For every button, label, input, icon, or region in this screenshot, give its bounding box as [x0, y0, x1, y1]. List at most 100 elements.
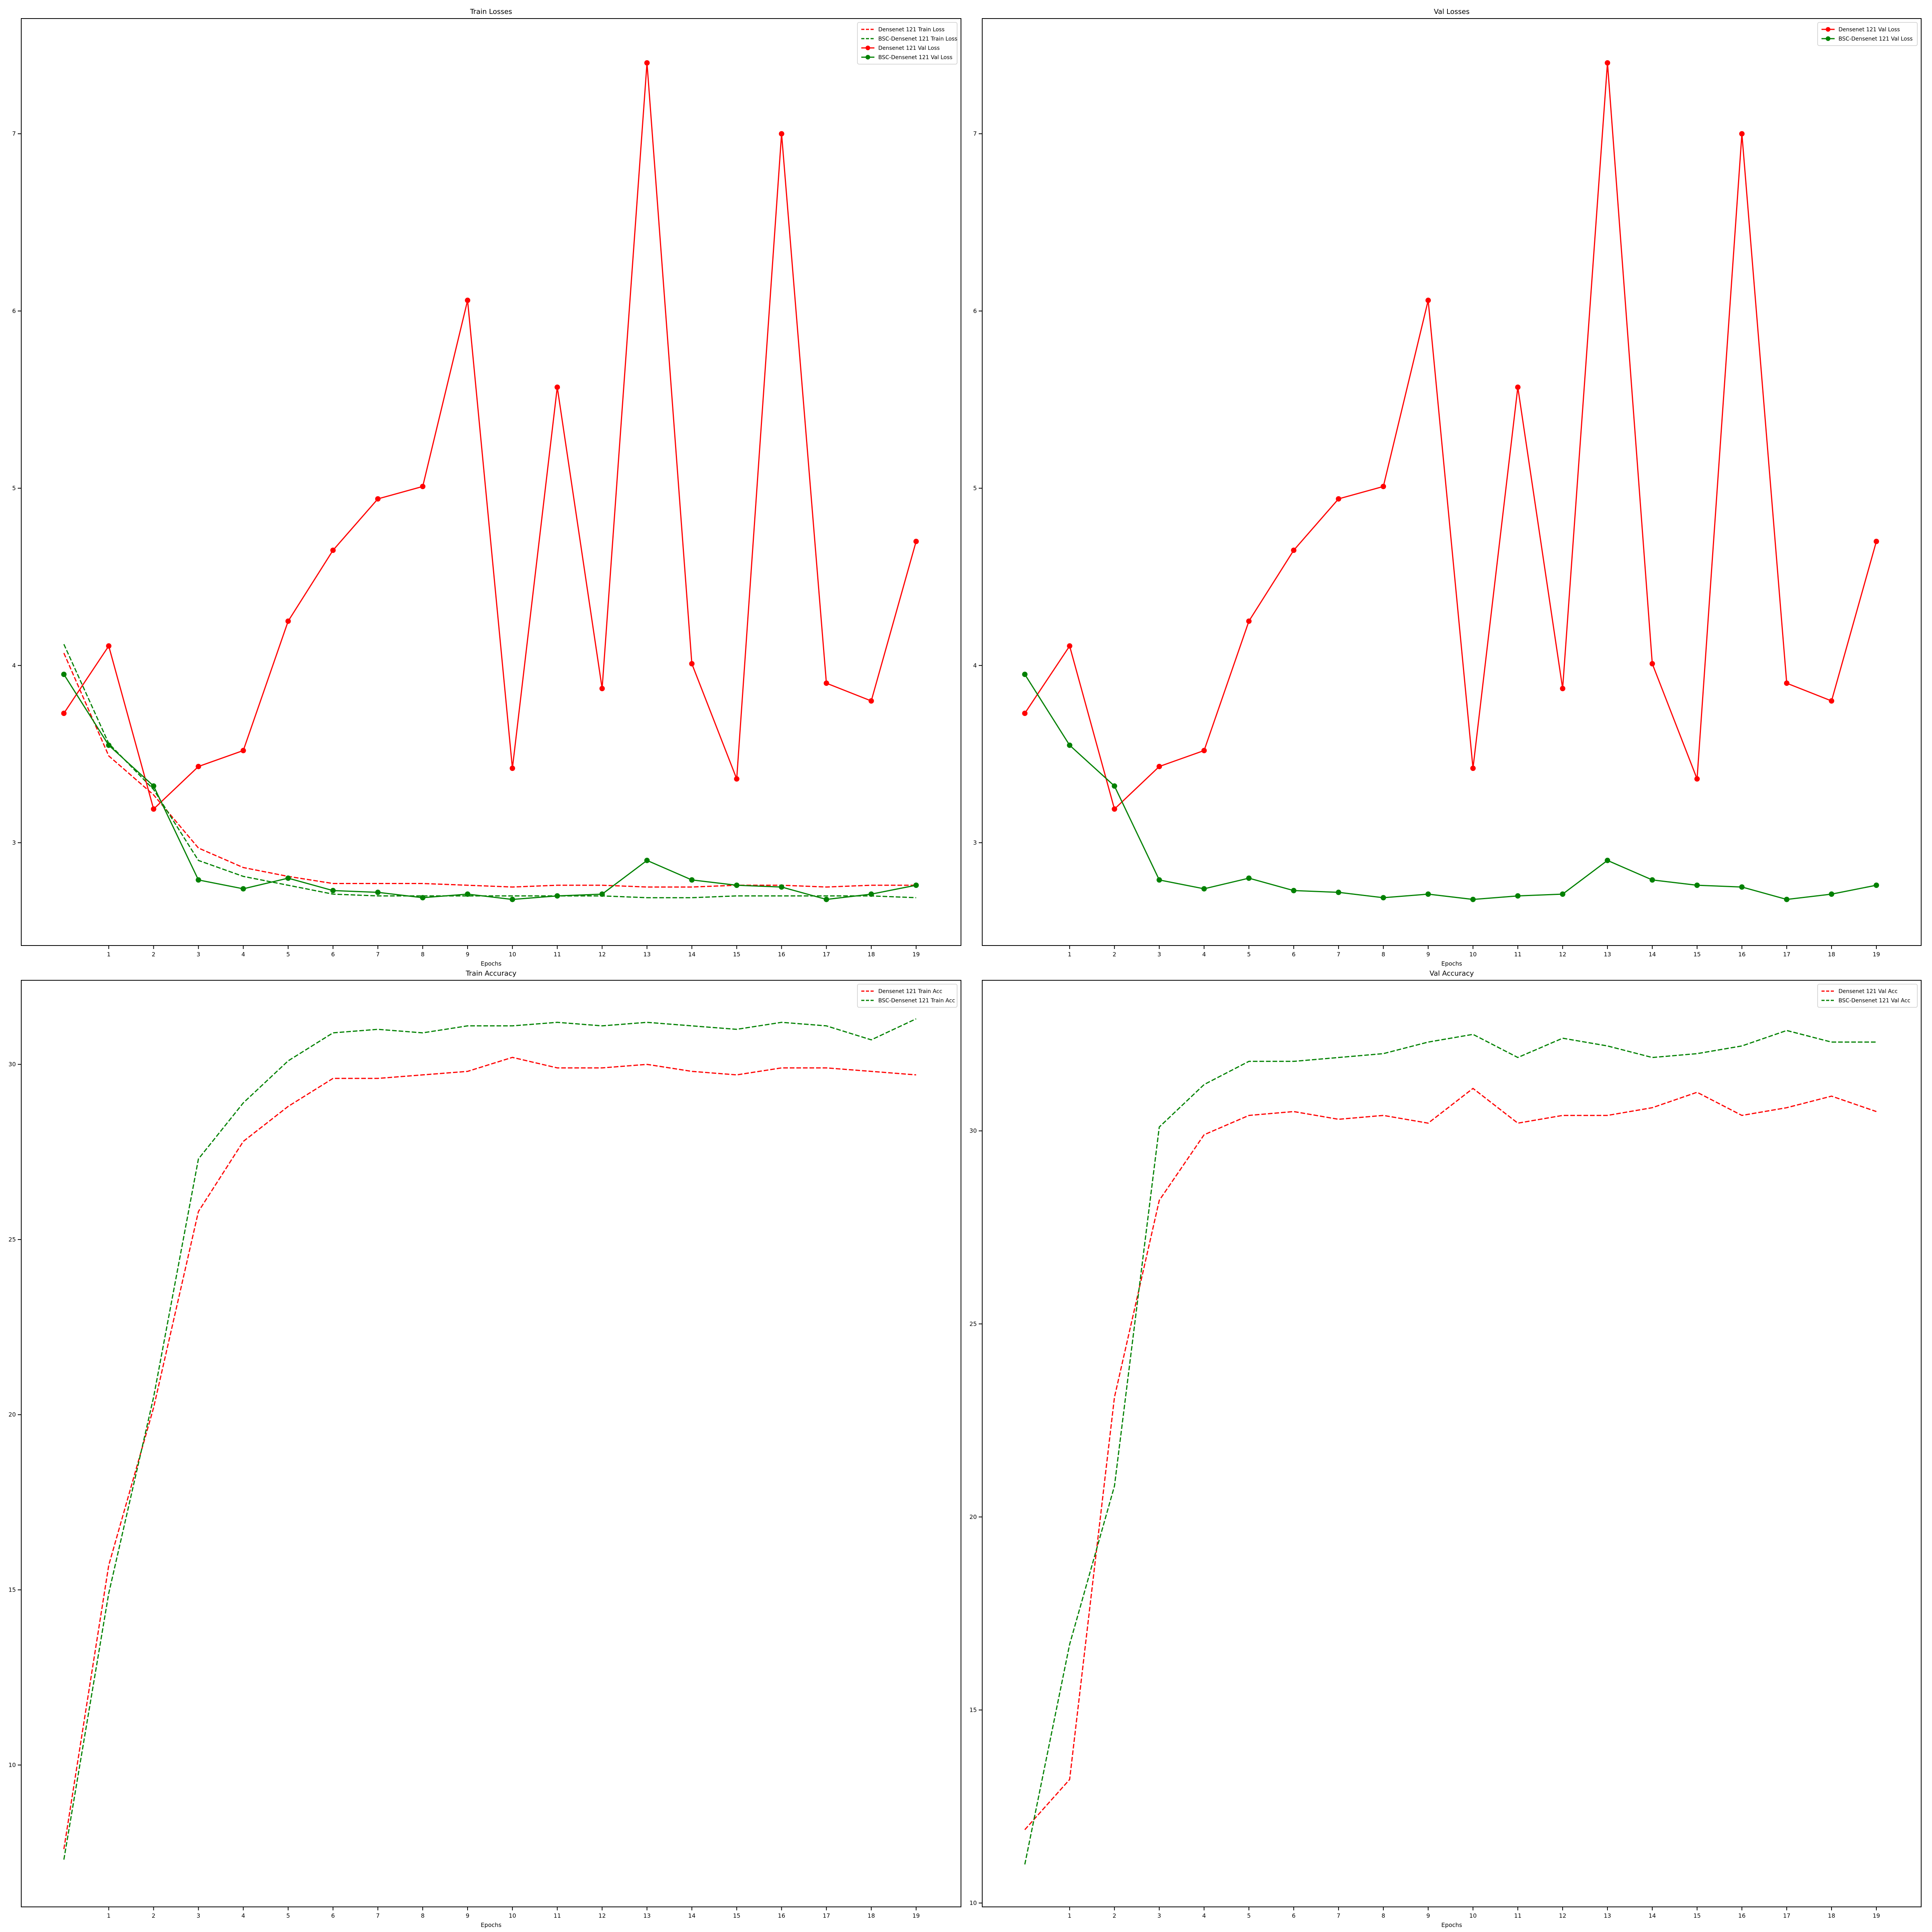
series-2-point [1246, 875, 1252, 881]
legend-label: Densenet 121 Val Loss [878, 45, 940, 51]
y-tick-label: 7 [973, 130, 977, 137]
series-3-point [285, 618, 291, 624]
y-tick-label: 15 [9, 1587, 16, 1594]
series-3-point [510, 765, 515, 771]
x-tick-label: 3 [1157, 1912, 1161, 1919]
x-tick-label: 15 [733, 951, 740, 958]
y-tick-label: 10 [969, 1900, 977, 1906]
x-tick-label: 3 [197, 951, 201, 958]
y-tick-label: 20 [969, 1514, 977, 1520]
x-tick-label: 2 [1112, 951, 1116, 958]
series-3-point [61, 711, 67, 716]
legend-box [1817, 984, 1918, 1008]
x-tick-label: 7 [376, 951, 380, 958]
y-tick-label: 30 [969, 1128, 977, 1134]
legend-box [857, 22, 957, 65]
x-tick-label: 18 [1828, 951, 1835, 958]
x-tick-label: 2 [1112, 1912, 1116, 1919]
series-1-point [1156, 764, 1162, 769]
x-tick-label: 17 [1783, 1912, 1790, 1919]
x-tick-label: 12 [1559, 1912, 1566, 1919]
y-tick-label: 25 [969, 1320, 977, 1327]
x-tick-label: 6 [1292, 951, 1296, 958]
x-tick-label: 13 [643, 1912, 651, 1919]
x-tick-label: 10 [1469, 951, 1477, 958]
series-2-point [1291, 888, 1297, 893]
series-4-point [734, 883, 740, 888]
series-4-point [868, 891, 874, 897]
legend-label: Densenet 121 Train Acc [878, 988, 942, 995]
series-line-1 [63, 1057, 917, 1849]
x-tick-label: 11 [554, 1912, 561, 1919]
series-4-point [420, 895, 425, 901]
series-3-point [823, 680, 829, 686]
y-tick-label: 4 [12, 662, 16, 669]
legend-label: BSC-Densenet 121 Val Acc [1838, 998, 1910, 1004]
series-1-point [1336, 496, 1342, 502]
x-tick-label: 5 [286, 951, 290, 958]
x-tick-label: 18 [867, 1912, 875, 1919]
legend-label: Densenet 121 Val Loss [1838, 27, 1900, 33]
series-1-point [1112, 806, 1117, 812]
series-1-point [1201, 748, 1207, 753]
series-3-point [599, 685, 605, 691]
chart-title: Val Losses [1434, 8, 1470, 16]
x-axis-label: Epochs [481, 960, 502, 967]
legend-label: Densenet 121 Train Loss [878, 27, 945, 33]
series-4-point [644, 857, 650, 863]
series-1-point [1246, 618, 1252, 624]
x-tick-label: 6 [331, 951, 335, 958]
series-line-2 [1024, 1030, 1876, 1865]
series-4-point [779, 884, 784, 890]
x-tick-label: 1 [107, 951, 111, 958]
series-3-point [375, 496, 381, 502]
x-tick-label: 2 [152, 1912, 156, 1919]
series-3-point [868, 698, 874, 704]
series-2-point [1694, 883, 1700, 888]
y-tick-label: 3 [973, 839, 977, 846]
series-1-point [1694, 776, 1700, 782]
series-3-point [913, 539, 919, 544]
series-2-point [1739, 884, 1745, 890]
series-1-point [1560, 685, 1566, 691]
y-tick-label: 6 [973, 308, 977, 315]
x-tick-label: 6 [331, 1912, 335, 1919]
legend-label: Densenet 121 Val Acc [1838, 988, 1898, 995]
x-tick-label: 13 [1604, 951, 1611, 958]
x-tick-label: 10 [509, 951, 516, 958]
legend: Densenet 121 Train Acc BSC-Densenet 121 T… [857, 984, 957, 1008]
y-tick-label: 7 [12, 130, 16, 137]
legend-marker [866, 55, 870, 60]
series-2-point [1650, 877, 1655, 883]
x-tick-label: 4 [242, 951, 245, 958]
series-4-point [61, 672, 67, 677]
x-tick-label: 11 [1514, 951, 1522, 958]
series-1-point [1067, 643, 1073, 649]
x-tick-label: 10 [1469, 1912, 1477, 1919]
x-tick-label: 14 [688, 951, 696, 958]
series-4-point [330, 888, 336, 893]
series-4-point [823, 896, 829, 902]
series-4-point [106, 742, 112, 748]
series-1-point [1650, 661, 1655, 667]
series-3-point [106, 643, 112, 649]
series-2-point [1605, 857, 1611, 863]
series-3-point [151, 806, 156, 812]
y-tick-label: 10 [9, 1762, 16, 1769]
x-tick-label: 17 [823, 1912, 830, 1919]
x-axis-label: Epochs [481, 1922, 502, 1929]
series-2-point [1381, 895, 1386, 901]
x-tick-label: 7 [376, 1912, 380, 1919]
series-2-point [1336, 889, 1342, 895]
series-2-point [1829, 891, 1834, 897]
x-tick-label: 2 [152, 951, 156, 958]
series-4-point [375, 889, 381, 895]
y-tick-label: 3 [12, 839, 16, 846]
chart-panel-3: 1 2 3 4 5 6 7 8 9 10 11 12 13 14 15 16 17 18 191015202530T… [9, 969, 961, 1929]
legend-box [857, 984, 957, 1008]
series-1-point [1784, 680, 1789, 686]
series-1-point [1470, 765, 1476, 771]
x-tick-label: 12 [599, 1912, 606, 1919]
axes-frame [21, 18, 961, 946]
